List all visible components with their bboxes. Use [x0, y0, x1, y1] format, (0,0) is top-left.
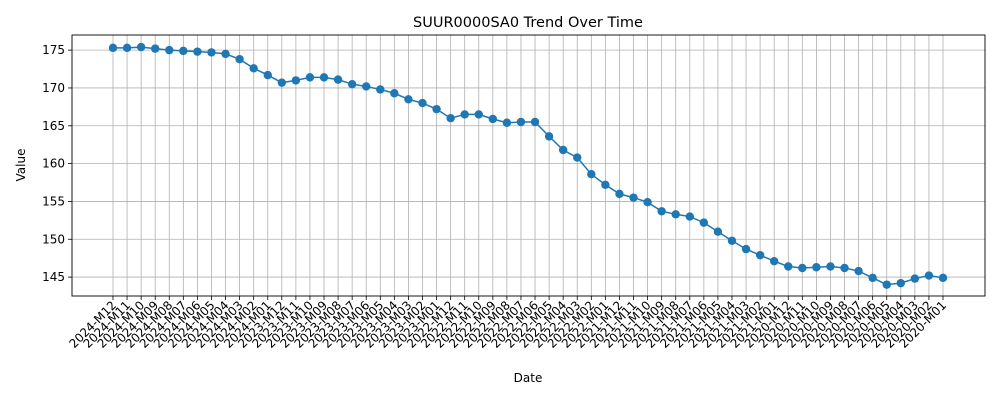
data-point	[376, 85, 385, 94]
data-point	[769, 257, 779, 266]
x-axis-label: Date	[514, 371, 543, 385]
data-point	[432, 104, 441, 114]
data-point	[333, 75, 343, 84]
data-point	[558, 145, 568, 155]
data-point	[122, 43, 132, 53]
data-point	[657, 207, 666, 216]
data-point	[418, 98, 427, 108]
series	[108, 42, 948, 289]
data-point	[938, 273, 948, 283]
data-point	[755, 250, 765, 260]
data-point	[151, 44, 160, 53]
y-axis-label: Value	[14, 149, 28, 182]
data-point	[488, 114, 498, 124]
data-point	[108, 43, 118, 53]
x-axis-ticks: 2024-M122024-M112024-M102024-M092024-M08…	[66, 296, 949, 351]
data-point	[812, 263, 821, 272]
chart-title: SUUR0000SA0 Trend Over Time	[413, 15, 643, 31]
data-point	[798, 263, 807, 273]
data-point	[643, 197, 652, 207]
y-tick-label: 160	[42, 157, 65, 171]
data-point	[305, 73, 315, 82]
data-point	[362, 82, 371, 91]
data-point	[882, 280, 891, 289]
data-point	[516, 117, 526, 127]
data-point	[207, 48, 216, 57]
data-point	[544, 132, 554, 141]
data-point	[924, 271, 934, 280]
data-point	[784, 262, 793, 271]
data-point	[587, 170, 596, 179]
data-point	[221, 49, 230, 59]
data-point	[727, 236, 737, 245]
data-point	[601, 180, 610, 189]
data-point	[854, 266, 863, 276]
y-tick-label: 170	[42, 81, 65, 95]
data-point	[629, 193, 638, 202]
data-point	[615, 189, 624, 199]
data-point	[235, 55, 244, 64]
data-point	[530, 117, 540, 127]
data-point	[685, 212, 694, 221]
data-point	[460, 110, 469, 119]
data-point	[502, 118, 512, 127]
y-tick-label: 155	[42, 194, 65, 208]
data-point	[291, 76, 301, 85]
data-point	[713, 227, 723, 236]
data-point	[826, 262, 835, 271]
data-point	[347, 79, 357, 89]
data-point	[319, 73, 329, 82]
plot-frame	[71, 34, 986, 297]
data-point	[249, 64, 258, 73]
data-point	[263, 70, 272, 80]
grid	[72, 35, 985, 296]
data-point	[165, 45, 174, 55]
data-point	[840, 263, 849, 273]
y-tick-label: 175	[42, 43, 65, 57]
data-point	[671, 210, 680, 219]
data-point	[193, 47, 202, 56]
y-tick-label: 145	[42, 270, 65, 284]
data-point	[277, 78, 287, 87]
data-point	[404, 95, 413, 104]
series-line	[113, 46, 944, 286]
data-point	[741, 244, 751, 254]
data-point	[179, 46, 188, 56]
data-point	[910, 274, 920, 283]
y-axis-ticks: 145 150 155 160 165 170 175	[42, 43, 72, 284]
data-point	[868, 273, 877, 283]
data-point	[136, 42, 146, 52]
y-tick-label: 165	[42, 119, 65, 133]
data-point	[896, 278, 905, 288]
y-tick-label: 150	[42, 232, 65, 246]
data-point	[699, 218, 709, 227]
data-point	[446, 114, 455, 123]
data-point	[573, 153, 582, 162]
data-point	[390, 89, 399, 98]
data-point	[474, 110, 483, 119]
